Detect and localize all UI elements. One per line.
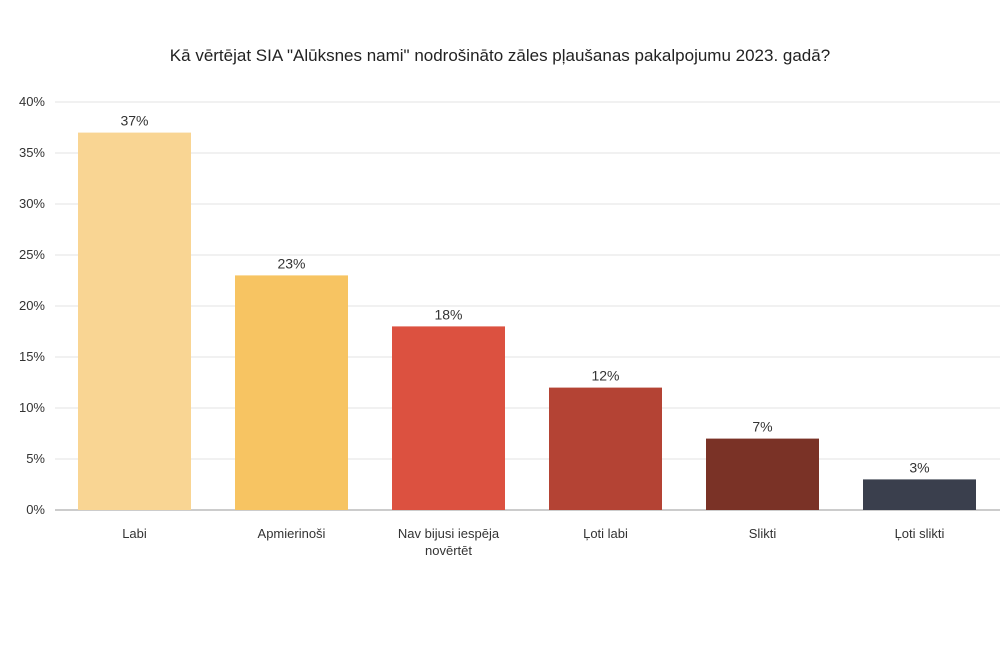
data-label: 23% bbox=[277, 255, 305, 271]
y-tick-label: 30% bbox=[19, 196, 45, 211]
data-label: 3% bbox=[909, 459, 929, 475]
y-tick-label: 10% bbox=[19, 400, 45, 415]
y-tick-label: 5% bbox=[26, 451, 45, 466]
y-tick-label: 20% bbox=[19, 298, 45, 313]
bar bbox=[549, 387, 662, 510]
category-label: novērtēt bbox=[425, 543, 472, 558]
category-label: Ļoti slikti bbox=[895, 526, 945, 541]
data-label: 18% bbox=[434, 306, 462, 322]
bar bbox=[863, 479, 976, 510]
y-tick-label: 0% bbox=[26, 502, 45, 517]
category-label: Ļoti labi bbox=[583, 526, 628, 541]
data-label: 12% bbox=[591, 368, 619, 384]
y-tick-label: 15% bbox=[19, 349, 45, 364]
y-tick-label: 35% bbox=[19, 145, 45, 160]
category-label: Slikti bbox=[749, 526, 777, 541]
y-tick-label: 25% bbox=[19, 247, 45, 262]
category-label: Nav bijusi iespēja bbox=[398, 526, 500, 541]
category-label: Labi bbox=[122, 526, 147, 541]
category-label: Apmierinoši bbox=[258, 526, 326, 541]
bar bbox=[706, 438, 819, 510]
chart-title: Kā vērtējat SIA "Alūksnes nami" nodrošin… bbox=[169, 46, 831, 65]
y-tick-label: 40% bbox=[19, 94, 45, 109]
data-label: 37% bbox=[120, 113, 148, 129]
bar bbox=[392, 326, 505, 510]
data-label: 7% bbox=[752, 419, 772, 435]
bar bbox=[235, 275, 348, 510]
bar bbox=[78, 132, 191, 510]
